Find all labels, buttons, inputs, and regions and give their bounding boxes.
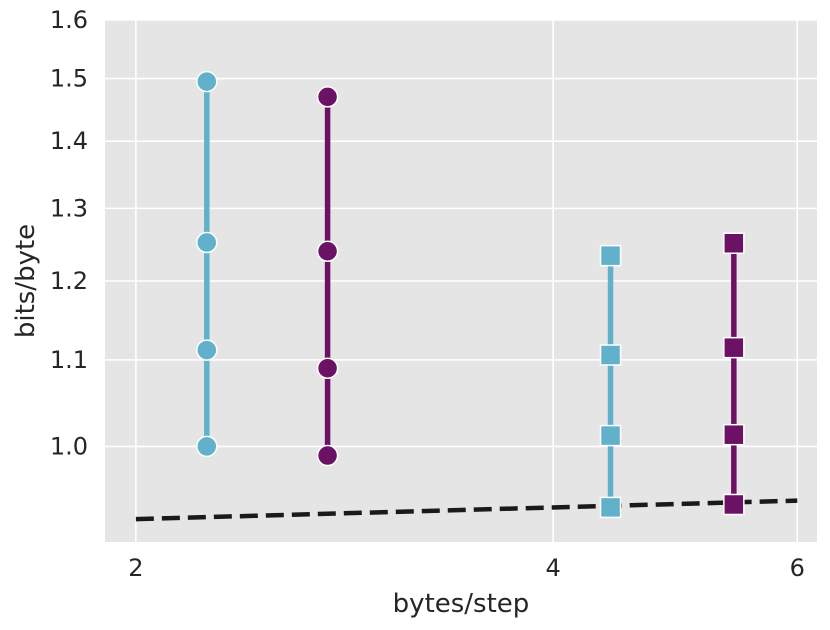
y-tick-label: 1.2 bbox=[50, 267, 88, 295]
data-point-circle bbox=[196, 435, 218, 458]
reference-line bbox=[135, 498, 798, 522]
y-tick-label: 1.1 bbox=[50, 346, 88, 374]
y-tick-label: 1.5 bbox=[50, 65, 88, 93]
data-point-square bbox=[599, 424, 622, 447]
tick-labels: 2 4 6 1.0 1.1 1.2 1.3 1.4 1.5 1.6 bbox=[50, 6, 805, 582]
data-point-circle bbox=[316, 357, 339, 379]
x-tick-label: 2 bbox=[128, 554, 143, 582]
grid bbox=[105, 19, 817, 542]
data-point-circle bbox=[196, 70, 218, 93]
x-tick-label: 4 bbox=[546, 554, 561, 582]
data-point-square bbox=[723, 493, 745, 516]
reference-line-layer bbox=[135, 498, 798, 522]
x-axis-label: bytes/step bbox=[393, 589, 530, 619]
data-point-circle bbox=[316, 444, 339, 467]
y-tick-label: 1.0 bbox=[50, 432, 88, 460]
data-point-square bbox=[599, 496, 622, 519]
x-tick-label: 6 bbox=[790, 554, 805, 582]
y-tick-label: 1.6 bbox=[50, 6, 88, 34]
data-point-square bbox=[723, 232, 745, 254]
data-point-square bbox=[599, 344, 622, 366]
y-tick-label: 1.3 bbox=[50, 194, 88, 222]
series-4 bbox=[723, 232, 745, 516]
data-point-square bbox=[599, 244, 622, 267]
y-axis-label: bits/byte bbox=[11, 224, 41, 338]
series-3 bbox=[599, 244, 622, 519]
data-point-circle bbox=[316, 240, 339, 263]
data-point-circle bbox=[316, 86, 339, 108]
data-point-circle bbox=[196, 339, 218, 361]
series-layer bbox=[196, 70, 745, 519]
y-tick-label: 1.4 bbox=[50, 127, 88, 155]
data-point-square bbox=[723, 423, 745, 446]
series-1 bbox=[196, 70, 218, 458]
data-point-square bbox=[723, 336, 745, 359]
series-2 bbox=[316, 86, 339, 467]
data-point-circle bbox=[196, 231, 218, 254]
